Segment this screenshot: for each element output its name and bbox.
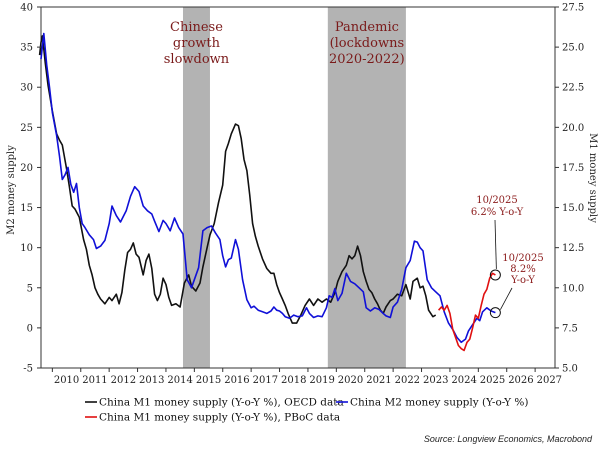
x-tick-label: 2020 bbox=[338, 375, 363, 386]
right-tick-label: 7.5 bbox=[562, 323, 578, 334]
series-line-m2 bbox=[40, 32, 496, 344]
left-tick-label: 30 bbox=[20, 83, 33, 94]
left-tick-label: 20 bbox=[20, 163, 33, 174]
left-tick-label: 10 bbox=[20, 243, 33, 254]
x-tick-label: 2025 bbox=[480, 375, 505, 386]
m2-annotation-leader bbox=[500, 287, 513, 310]
x-tick-label: 2016 bbox=[224, 375, 249, 386]
x-tick-label: 2026 bbox=[508, 375, 533, 386]
right-tick-label: 17.5 bbox=[562, 163, 584, 174]
m2-annotation-text: Y-o-Y bbox=[510, 275, 535, 286]
m1-annotation-circle bbox=[489, 269, 501, 281]
chinese-slowdown-band-label-line: slowdown bbox=[164, 52, 230, 67]
left-tick-label: 15 bbox=[20, 203, 33, 214]
series-layer bbox=[38, 32, 496, 352]
x-tick-label: 2011 bbox=[82, 375, 107, 386]
left-axis-title: M2 money supply bbox=[6, 145, 17, 235]
x-tick-label: 2010 bbox=[54, 375, 79, 386]
left-tick-label: 5 bbox=[27, 283, 33, 294]
right-tick-label: 22.5 bbox=[562, 83, 584, 94]
legend-label-m2: China M2 money supply (Y-o-Y %) bbox=[350, 397, 529, 409]
chinese-slowdown-band-label-line: growth bbox=[173, 36, 221, 51]
pandemic-band-label-line: (lockdowns bbox=[330, 36, 405, 51]
x-tick-label: 2019 bbox=[309, 375, 334, 386]
pandemic-band-label-line: 2020-2022) bbox=[329, 52, 405, 67]
legend-label-m1-oecd: China M1 money supply (Y-o-Y %), OECD da… bbox=[99, 397, 344, 409]
x-tick-label: 2017 bbox=[253, 375, 278, 386]
right-tick-label: 10.0 bbox=[562, 283, 584, 294]
legend: China M1 money supply (Y-o-Y %), OECD da… bbox=[85, 397, 529, 424]
right-tick-label: 12.5 bbox=[562, 243, 584, 254]
x-tick-label: 2023 bbox=[423, 375, 448, 386]
x-tick-label: 2018 bbox=[281, 375, 306, 386]
right-tick-label: 5.0 bbox=[562, 364, 578, 375]
left-tick-label: 25 bbox=[20, 123, 33, 134]
x-tick-label: 2013 bbox=[139, 375, 164, 386]
m1-annotation-text: 10/2025 bbox=[476, 195, 518, 206]
right-tick-label: 25.0 bbox=[562, 43, 584, 54]
x-tick-label: 2022 bbox=[395, 375, 420, 386]
legend-label-m1-pboc: China M1 money supply (Y-o-Y %), PBoC da… bbox=[99, 412, 340, 424]
x-tick-label: 2012 bbox=[111, 375, 136, 386]
x-tick-label: 2015 bbox=[196, 375, 221, 386]
x-tick-label: 2021 bbox=[366, 375, 391, 386]
left-tick-label: 35 bbox=[20, 43, 33, 54]
chinese-slowdown-band bbox=[182, 7, 210, 368]
plot-frame bbox=[40, 6, 556, 369]
left-tick-label: 0 bbox=[27, 323, 33, 334]
x-tick-label: 2027 bbox=[537, 375, 562, 386]
series-line-m1-oecd bbox=[38, 35, 437, 324]
right-tick-label: 15.0 bbox=[562, 203, 584, 214]
left-tick-label: 40 bbox=[20, 3, 33, 14]
right-tick-label: 27.5 bbox=[562, 3, 584, 14]
m1-annotation-leader bbox=[494, 219, 497, 269]
chinese-slowdown-band-label-line: Chinese bbox=[170, 20, 223, 35]
m2-annotation-text: 8.2% bbox=[510, 264, 535, 275]
m2-annotation-text: 10/2025 bbox=[502, 253, 544, 264]
series-line-m1-pboc bbox=[437, 272, 496, 352]
right-axis-title: M1 money supply bbox=[587, 133, 598, 223]
axis-frame bbox=[40, 6, 556, 369]
source-note: Source: Longview Economics, Macrobond bbox=[424, 434, 593, 444]
m2-annotation-circle bbox=[489, 307, 501, 319]
ticks-layer: -505101520253035405.07.510.012.515.017.5… bbox=[20, 3, 584, 387]
left-tick-label: -5 bbox=[23, 364, 33, 375]
m1-annotation-text: 6.2% Y-o-Y bbox=[471, 207, 524, 218]
x-tick-label: 2024 bbox=[451, 375, 476, 386]
right-tick-label: 20.0 bbox=[562, 123, 584, 134]
x-tick-label: 2014 bbox=[167, 375, 192, 386]
pandemic-band-label-line: Pandemic bbox=[335, 20, 399, 35]
